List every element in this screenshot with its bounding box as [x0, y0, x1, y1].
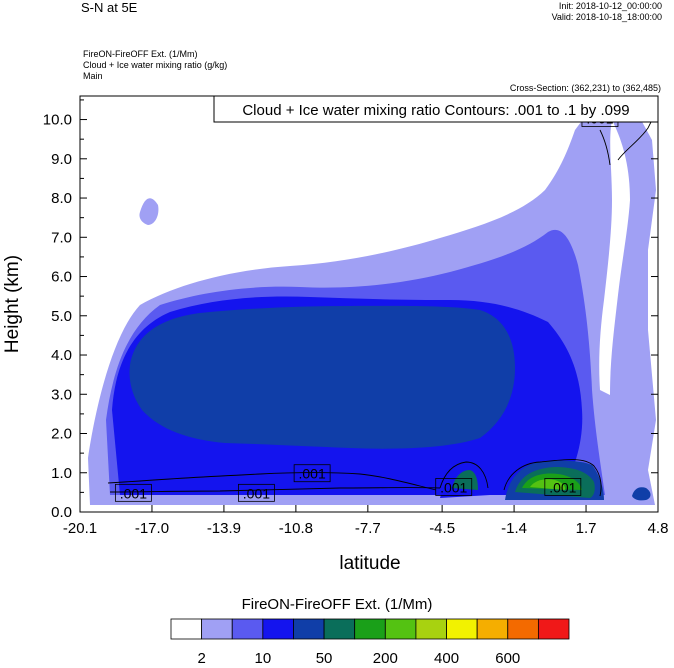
colorbar-swatch: [354, 618, 386, 640]
x-tick-label: -13.9: [207, 520, 241, 537]
axis-tick-labels: -20.1 -17.0 -13.9 -10.8 -7.7 -4.5 -1.4 1.7 4.8 0.…: [43, 112, 669, 537]
colorbar-swatch: [201, 618, 233, 640]
axis-ticks: [79, 99, 659, 513]
colorbar-title: FireON-FireOFF Ext. (1/Mm): [241, 596, 433, 613]
y-tick-label: 4.0: [51, 347, 72, 364]
contour-label: .001: [299, 466, 326, 482]
x-tick-label: -1.4: [501, 520, 527, 537]
contour-label-box: [114, 483, 152, 502]
colorbar-swatch: [384, 618, 417, 640]
contour-line-cell-left: [439, 461, 489, 489]
y-tick-label: 8.0: [51, 190, 72, 207]
shade-region-lime: [530, 479, 566, 490]
colorbar-swatch: [446, 618, 478, 640]
init-time: Init: 2018-10-12_00:00:00: [558, 1, 662, 11]
x-tick-label: -7.7: [355, 520, 381, 537]
x-tick-label: 4.8: [648, 520, 669, 537]
y-tick-label: 0.0: [51, 504, 72, 521]
shade-region-dark: [129, 305, 515, 449]
y-tick-label: 7.0: [51, 229, 72, 246]
x-axis-title: latitude: [339, 553, 400, 574]
x-tick-label: -20.1: [63, 520, 97, 537]
colorbar-swatch: [476, 618, 509, 640]
colorbar-label: 200: [373, 650, 398, 667]
cross-section-label: Cross-Section: (362,231) to (362,485): [509, 83, 661, 93]
contour-lines: [107, 119, 653, 497]
colorbar-label: 600: [495, 650, 520, 667]
colorbar-swatch: [415, 618, 447, 640]
valid-time: Valid: 2018-10-18_18:00:00: [551, 12, 662, 22]
colorbar-swatch: [231, 618, 264, 640]
colorbar-label: 400: [434, 650, 459, 667]
y-tick-label: 9.0: [51, 151, 72, 168]
field-title: FireON-FireOFF Ext. (1/Mm): [83, 49, 198, 59]
colorbar-label: 10: [255, 650, 272, 667]
contour-label-box: [238, 483, 275, 502]
colorbar-swatch: [293, 618, 325, 640]
y-tick-label: 1.0: [51, 465, 72, 482]
field-descriptions: FireON-FireOFF Ext. (1/Mm) Cloud + Ice w…: [83, 49, 227, 82]
plot-title: S-N at 5E: [81, 0, 138, 15]
contour-label: .001: [120, 485, 147, 501]
contour-line-cell-right: [503, 459, 602, 497]
y-tick-label: 10.0: [43, 112, 72, 129]
x-tick-label: -17.0: [135, 520, 169, 537]
contour-line-lower: [109, 487, 441, 493]
colorbar: 2 10 50 200 400 600: [170, 618, 570, 667]
contour-title: Cloud + Ice water mixing ratio Contours:…: [242, 102, 629, 119]
colorbar-swatch: [262, 618, 294, 640]
contour-line-main: [107, 472, 437, 491]
contour-label: .001: [243, 485, 270, 501]
init-valid-times: Init: 2018-10-12_00:00:00 Valid: 2018-10…: [552, 1, 662, 23]
y-tick-label: 3.0: [51, 386, 72, 403]
contour-title-box: [213, 95, 659, 123]
colorbar-swatch: [170, 618, 203, 640]
y-tick-label: 5.0: [51, 308, 72, 325]
colorbar-label: 2: [197, 650, 205, 667]
contour-label-box: [293, 464, 331, 483]
x-tick-label: 1.7: [576, 520, 597, 537]
colorbar-swatch: [323, 618, 356, 640]
shading-layer: [88, 100, 656, 505]
contour-label: .001: [440, 479, 467, 495]
y-tick-label: 6.0: [51, 269, 72, 286]
colorbar-swatch: [507, 618, 539, 640]
colorbar-label: 50: [316, 650, 333, 667]
shade-region-wisp: [599, 120, 630, 395]
field-contour: Cloud + Ice water mixing ratio (g/kg): [83, 60, 228, 70]
contour-label-box: [435, 478, 473, 496]
y-tick-label: 2.0: [51, 426, 72, 443]
x-tick-label: -10.8: [279, 520, 313, 537]
shade-region-blob-right: [632, 487, 651, 501]
contour-label-box: [544, 478, 582, 496]
field-main: Main: [83, 71, 103, 81]
x-tick-label: -4.5: [429, 520, 455, 537]
contour-label: .001: [549, 479, 576, 495]
contour-line-top: [599, 119, 653, 166]
y-axis-title: Height (km): [2, 255, 23, 353]
shade-region-isolated: [139, 198, 159, 225]
colorbar-swatch: [537, 618, 570, 640]
